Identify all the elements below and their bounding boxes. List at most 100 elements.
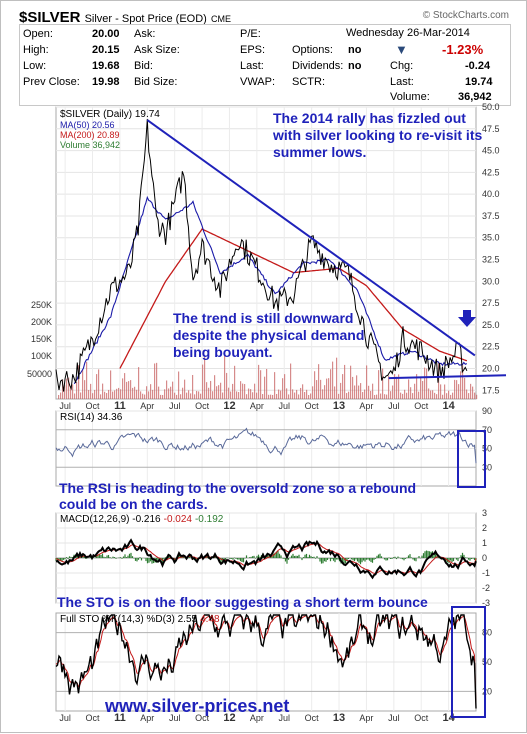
volume-bar	[374, 394, 376, 399]
y-tick-label: 40.0	[482, 189, 500, 199]
volume-bar	[172, 381, 174, 399]
volume-bar	[212, 391, 214, 399]
volume-bar	[266, 368, 268, 399]
volume-bar	[242, 383, 244, 399]
volume-tick-label: 50000	[27, 369, 52, 379]
volume-bar	[114, 390, 116, 399]
x-tick-label: Jul	[388, 401, 400, 411]
volume-bar	[224, 355, 226, 399]
volume-bar	[78, 365, 80, 399]
volume-bar	[254, 383, 256, 399]
sto-d-line	[55, 615, 477, 707]
ma50-line	[73, 195, 468, 385]
volume-bar	[426, 368, 428, 399]
volume-bar	[240, 381, 242, 399]
volume-bar	[222, 392, 224, 399]
volume-bar	[436, 394, 438, 399]
volume-bar	[400, 392, 402, 399]
legend-sto-d: 4.48	[200, 614, 220, 625]
rsi-tick-label: 70	[482, 425, 492, 435]
volume-bar	[344, 364, 346, 399]
volume-bar	[308, 394, 310, 399]
volume-bar	[180, 394, 182, 399]
y-tick-label: 42.5	[482, 167, 500, 177]
volume-bar	[350, 365, 352, 399]
volume-bar	[134, 386, 136, 399]
volume-bar	[414, 383, 416, 399]
quote-label: SCTR:	[292, 76, 325, 88]
y-tick-label: 35.0	[482, 233, 500, 243]
volume-bar	[378, 370, 380, 399]
volume-bar	[428, 388, 430, 399]
volume-bar	[256, 392, 258, 399]
volume-bar	[452, 392, 454, 399]
volume-bar	[262, 394, 264, 399]
down-arrow-marker-icon	[458, 310, 476, 327]
quote-value: 19.98	[92, 76, 120, 88]
volume-bar	[174, 392, 176, 399]
volume-bar	[64, 385, 66, 399]
rsi-highlight-box	[457, 430, 486, 488]
volume-bar	[196, 390, 198, 399]
date-label: Wednesday 26-Mar-2014	[346, 27, 470, 39]
legend-ma200: MA(200) 20.89	[60, 130, 120, 140]
volume-bar	[418, 391, 420, 399]
volume-bar	[186, 392, 188, 399]
volume-bar	[98, 369, 100, 399]
quote-label: EPS:	[240, 44, 266, 56]
quote-label: Open:	[23, 28, 53, 40]
x-tick-label: 12	[223, 712, 235, 724]
volume-bar	[444, 384, 446, 399]
volume-bar	[338, 393, 340, 399]
legend-ma50: MA(50) 20.56	[60, 120, 115, 130]
trendline	[146, 119, 476, 357]
volume-bar	[66, 378, 68, 399]
legend-sto-k: Full STO %K(14,3) %D(3) 2.55	[60, 614, 198, 625]
volume-bar	[460, 371, 462, 399]
volume-bar	[192, 374, 194, 399]
x-tick-label: 13	[333, 400, 345, 412]
x-tick-label: 11	[114, 400, 126, 412]
volume-bar	[304, 392, 306, 399]
quote-label: Prev Close:	[23, 76, 80, 88]
x-tick-label: Apr	[140, 713, 154, 723]
volume-bar	[448, 390, 450, 399]
brand-label: © StockCharts.com	[422, 10, 509, 21]
watermark-label: www.silver-prices.net	[105, 696, 290, 716]
volume-bar	[422, 381, 424, 399]
x-tick-label: Oct	[305, 401, 320, 411]
volume-bar	[440, 384, 442, 399]
rsi-tick-label: 50	[482, 444, 492, 454]
volume-bar	[244, 384, 246, 399]
volume-bar	[104, 391, 106, 399]
volume-bar	[236, 391, 238, 399]
macd-tick-label: 3	[482, 508, 487, 518]
volume-bar	[116, 388, 118, 399]
volume-tick-label: 200K	[31, 317, 52, 327]
quote-box: Open: 20.00 High: 20.15 Low: 19.68 Prev …	[19, 24, 511, 106]
volume-bar	[392, 385, 394, 399]
volume-bar	[140, 391, 142, 399]
x-tick-label: Oct	[86, 401, 101, 411]
volume-bar	[390, 391, 392, 399]
volume-bar	[210, 380, 212, 399]
volume-bar	[268, 394, 270, 399]
volume-bar	[130, 380, 132, 399]
volume-bar	[322, 389, 324, 399]
legend-sto: Full STO %K(14,3) %D(3) 2.55 4.48	[60, 614, 220, 625]
volume-bar	[272, 394, 274, 399]
volume-bar	[312, 386, 314, 399]
quote-value: 36,942	[458, 91, 492, 103]
volume-bar	[264, 376, 266, 399]
volume-bar	[232, 383, 234, 399]
volume-bar	[234, 365, 236, 399]
y-tick-label: 22.5	[482, 342, 500, 352]
volume-bar	[318, 364, 320, 399]
volume-bar	[404, 389, 406, 399]
volume-bar	[68, 377, 70, 399]
volume-bar	[474, 392, 476, 399]
volume-bar	[72, 384, 74, 399]
volume-bar	[188, 390, 190, 399]
volume-bar	[284, 374, 286, 399]
x-tick-label: 12	[223, 400, 235, 412]
